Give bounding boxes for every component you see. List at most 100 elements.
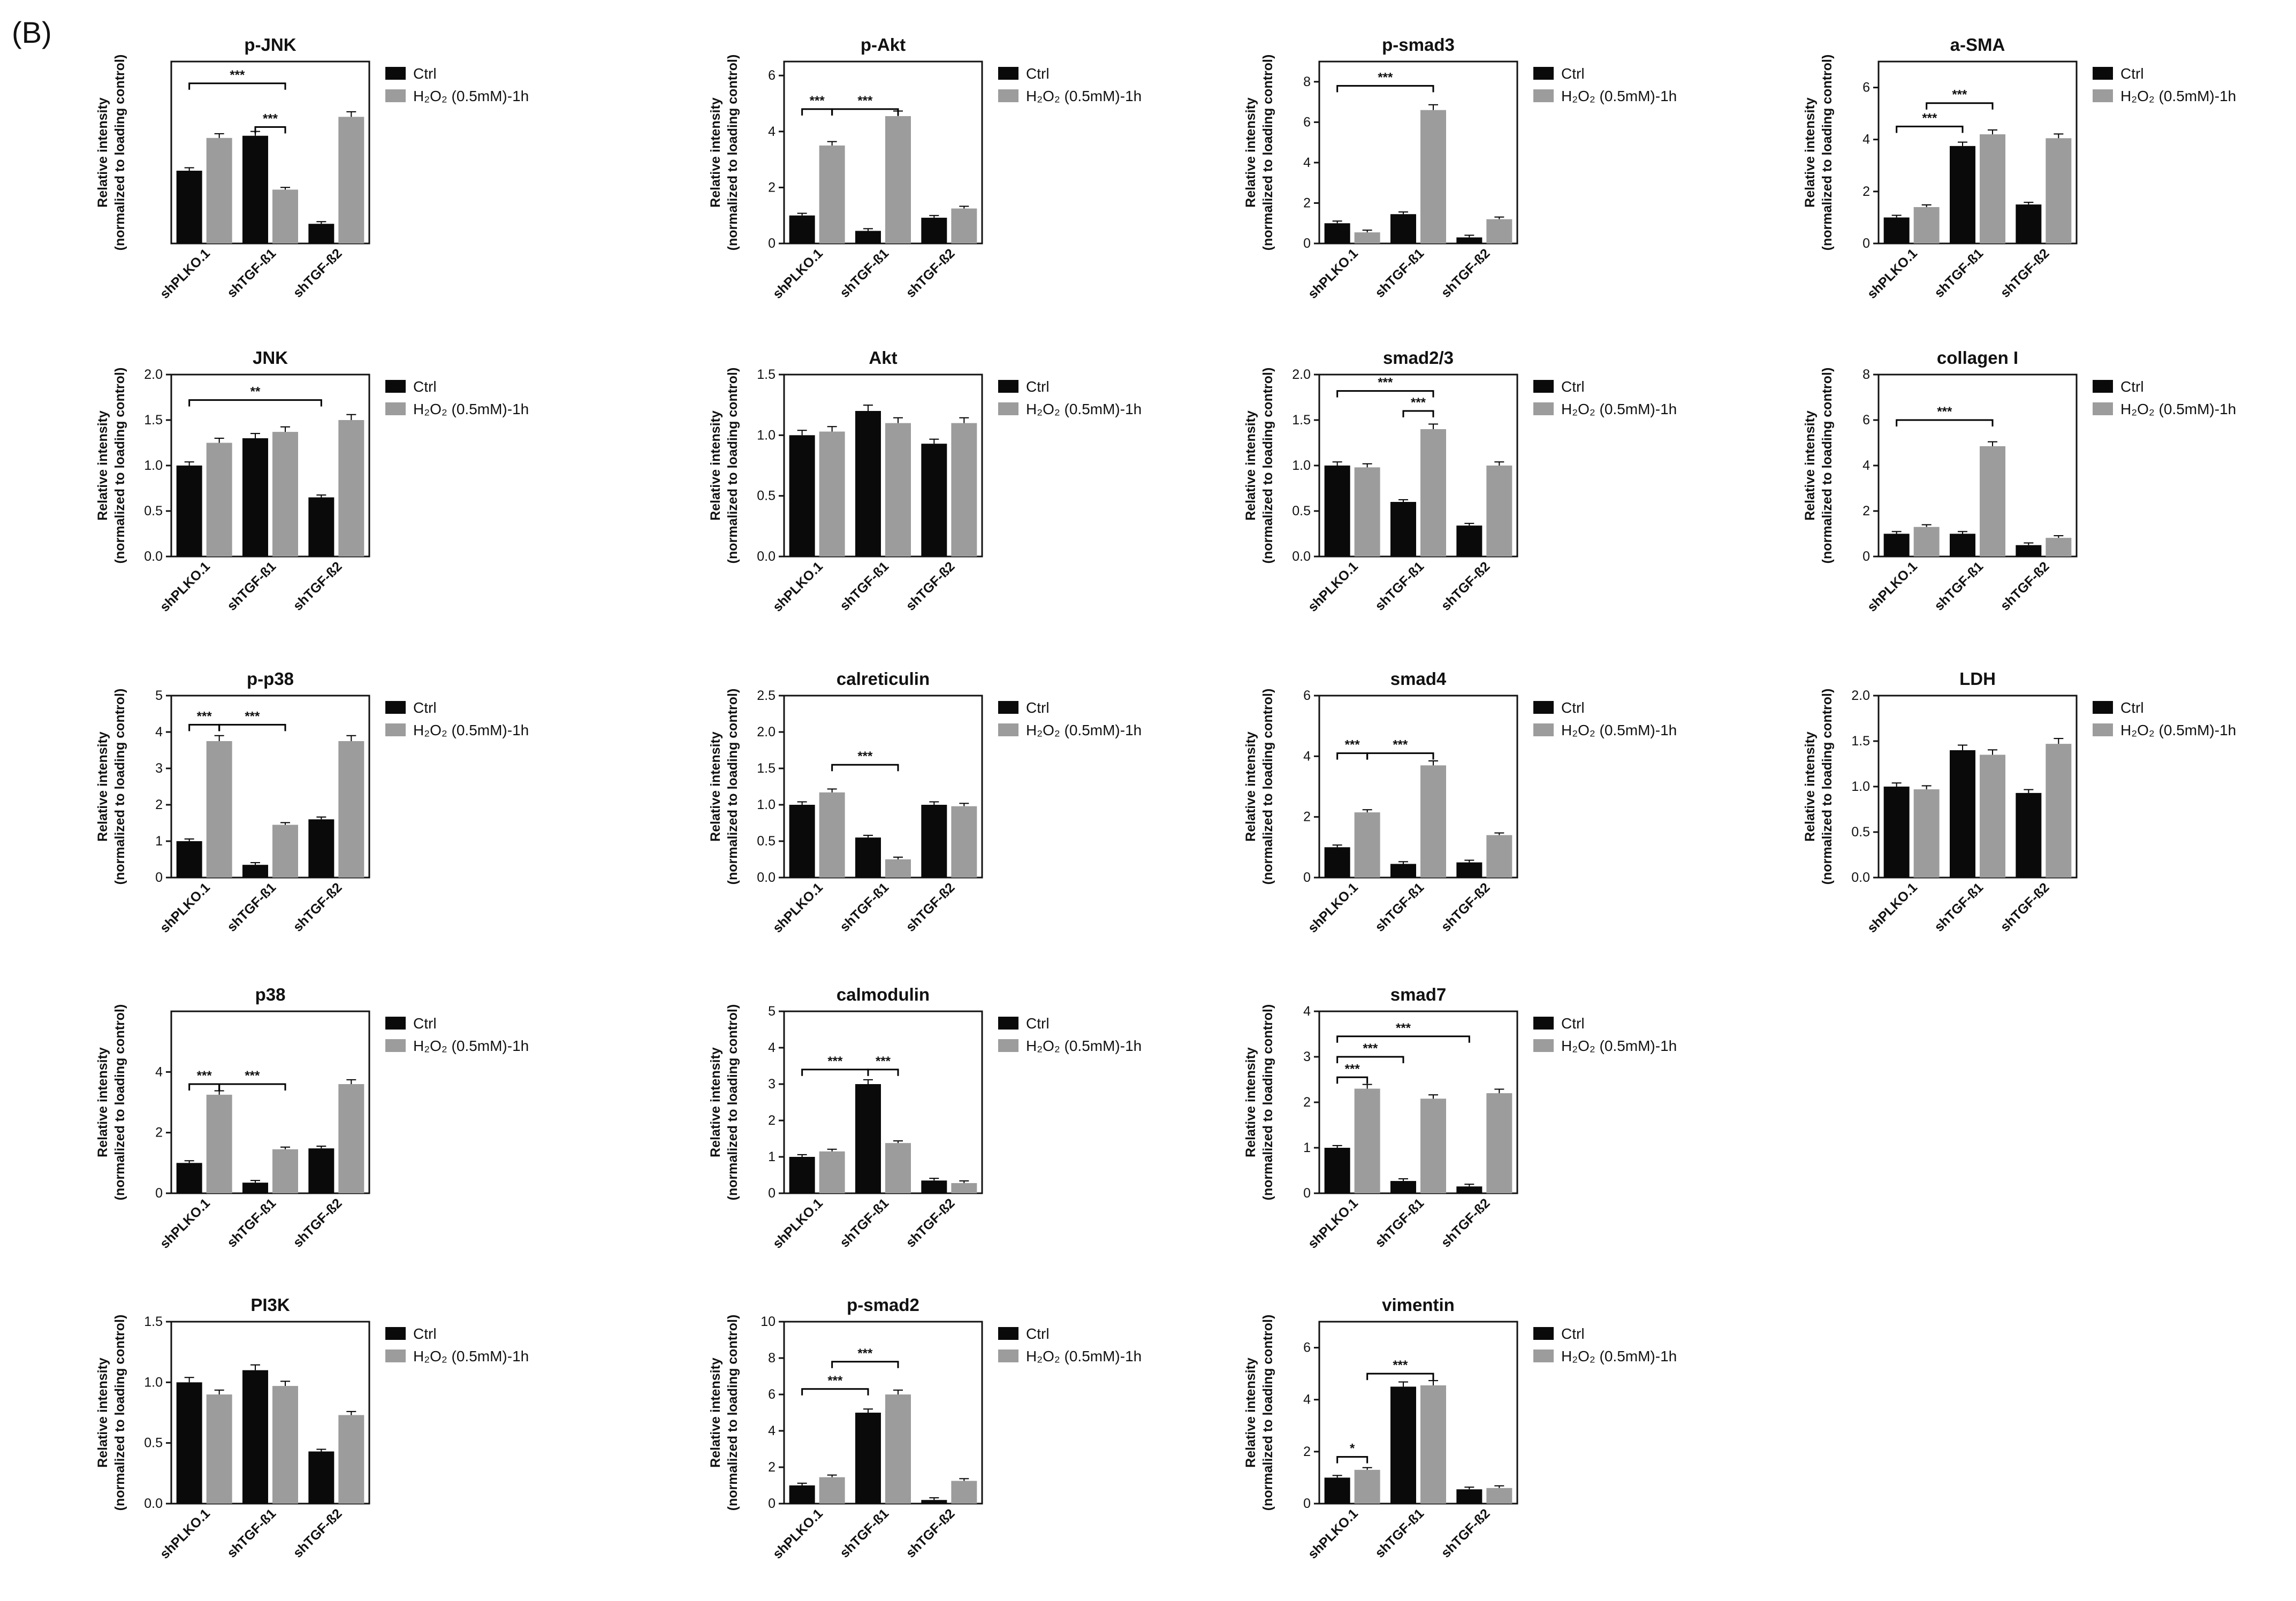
x-category-label: shTGF-ß2 (1997, 880, 2052, 934)
significance-bracket (1336, 752, 1369, 760)
y-tick-label: 1.0 (144, 458, 163, 473)
significance-bracket (867, 1069, 899, 1076)
legend-label-ctrl: Ctrl (1026, 378, 1050, 395)
y-tick-label: 2.0 (1292, 367, 1311, 382)
bar-h2o2 (951, 806, 977, 878)
significance-label: *** (1393, 1358, 1408, 1373)
bar-ctrl (1324, 223, 1350, 243)
y-tick-label: 4 (155, 725, 163, 739)
legend-swatch-ctrl (998, 701, 1018, 714)
y-tick-label: 0 (768, 236, 776, 251)
significance-label: *** (197, 709, 212, 723)
legend-label-ctrl: Ctrl (413, 378, 437, 395)
bar-h2o2 (819, 145, 845, 243)
y-tick-label: 1.0 (757, 428, 776, 443)
y-tick-label: 4 (768, 1040, 776, 1055)
x-category-label: shTGF-ß1 (837, 880, 892, 934)
legend-swatch-ctrl (998, 1327, 1018, 1340)
x-category-label: shTGF-ß2 (903, 880, 957, 934)
y-tick-label: 4 (155, 1064, 163, 1079)
y-tick-label: 6 (1862, 413, 1870, 428)
bar-ctrl (1883, 533, 1910, 556)
legend-label-h2o2: H₂O₂ (0.5mM)-1h (1561, 88, 1677, 104)
y-tick-label: 4 (1862, 132, 1870, 147)
chart-title: Akt (869, 348, 897, 368)
plot-frame (1318, 695, 1518, 879)
y-tick-label: 4 (768, 1423, 776, 1438)
y-axis-label: (normalized to loading control) (112, 1004, 127, 1201)
x-category-label: shPLKO.1 (1305, 246, 1361, 301)
y-axis-label: (normalized to loading control) (725, 689, 740, 885)
legend-swatch-h2o2 (385, 1350, 406, 1362)
legend-swatch-ctrl (1533, 701, 1554, 714)
bar-ctrl (789, 1485, 815, 1504)
y-tick-label: 0 (1862, 549, 1870, 564)
y-tick-label: 1.5 (757, 761, 776, 776)
legend-label-h2o2: H₂O₂ (0.5mM)-1h (413, 88, 529, 104)
x-category-label: shTGF-ß2 (1438, 1195, 1493, 1250)
y-tick-label: 1 (155, 834, 163, 849)
bar-ctrl (1324, 1477, 1350, 1504)
y-axis-label: (normalized to loading control) (1820, 368, 1835, 564)
plot-frame (783, 60, 983, 245)
significance-bracket (1366, 752, 1434, 760)
legend-label-h2o2: H₂O₂ (0.5mM)-1h (413, 722, 529, 738)
significance-bracket (831, 108, 899, 116)
y-tick-label: 1.5 (757, 367, 776, 382)
bar-h2o2 (1980, 446, 2005, 556)
significance-label: *** (1411, 395, 1426, 410)
y-tick-label: 0.0 (1851, 870, 1870, 885)
bar-h2o2 (1420, 110, 1446, 243)
x-category-label: shTGF-ß1 (1372, 246, 1427, 300)
x-category-label: shTGF-ß1 (1932, 246, 1986, 300)
significance-label: *** (197, 1069, 212, 1083)
x-category-label: shPLKO.1 (770, 1195, 826, 1251)
bar-h2o2 (338, 741, 364, 878)
legend-swatch-h2o2 (998, 1039, 1018, 1052)
bar-h2o2 (1420, 429, 1446, 556)
y-tick-label: 3 (1303, 1049, 1311, 1064)
y-tick-label: 0.0 (757, 870, 776, 885)
legend-swatch-ctrl (1533, 1017, 1554, 1030)
bar-h2o2 (272, 825, 298, 878)
y-tick-label: 6 (768, 68, 776, 83)
bar-h2o2 (1354, 232, 1380, 243)
bar-h2o2 (272, 189, 298, 243)
chart-jnk: JNK 0.0 0.5 1.0 1.5 2.0 Relative intensity (nor… (95, 348, 529, 615)
bar-h2o2 (885, 1394, 911, 1504)
bar-ctrl (242, 135, 268, 243)
x-category-label: shTGF-ß2 (1997, 559, 2052, 613)
y-tick-label: 2.0 (1851, 688, 1870, 703)
legend-label-ctrl: Ctrl (1026, 1325, 1050, 1342)
significance-bracket (1336, 1056, 1404, 1063)
chart-title: calmodulin (837, 985, 930, 1004)
y-axis-label: Relative intensity (95, 1358, 110, 1468)
figure-panel-label: (B) (12, 16, 52, 49)
legend-swatch-ctrl (998, 1017, 1018, 1030)
bar-h2o2 (951, 208, 977, 243)
bar-h2o2 (951, 1481, 977, 1504)
bar-h2o2 (1913, 789, 1940, 878)
bar-ctrl (1390, 864, 1416, 878)
y-tick-label: 2 (768, 1460, 776, 1475)
significance-label: *** (1378, 70, 1393, 85)
plot-frame (170, 1321, 370, 1505)
legend-label-h2o2: H₂O₂ (0.5mM)-1h (1561, 722, 1677, 738)
y-tick-label: 1 (1303, 1140, 1311, 1155)
y-tick-label: 1.5 (144, 1314, 163, 1329)
significance-bracket (218, 1083, 286, 1091)
bar-h2o2 (338, 1415, 364, 1504)
bar-h2o2 (1486, 1093, 1512, 1193)
legend-swatch-h2o2 (385, 402, 406, 415)
y-axis-label: (normalized to loading control) (1260, 1315, 1275, 1511)
bar-ctrl (176, 841, 202, 878)
bar-h2o2 (951, 1183, 977, 1193)
x-category-label: shPLKO.1 (157, 246, 213, 301)
significance-label: *** (1922, 111, 1937, 125)
significance-bracket (254, 126, 286, 134)
significance-bracket (188, 1083, 221, 1091)
y-tick-label: 0 (1303, 236, 1311, 251)
significance-bracket (1896, 125, 1964, 133)
bar-h2o2 (885, 423, 911, 556)
